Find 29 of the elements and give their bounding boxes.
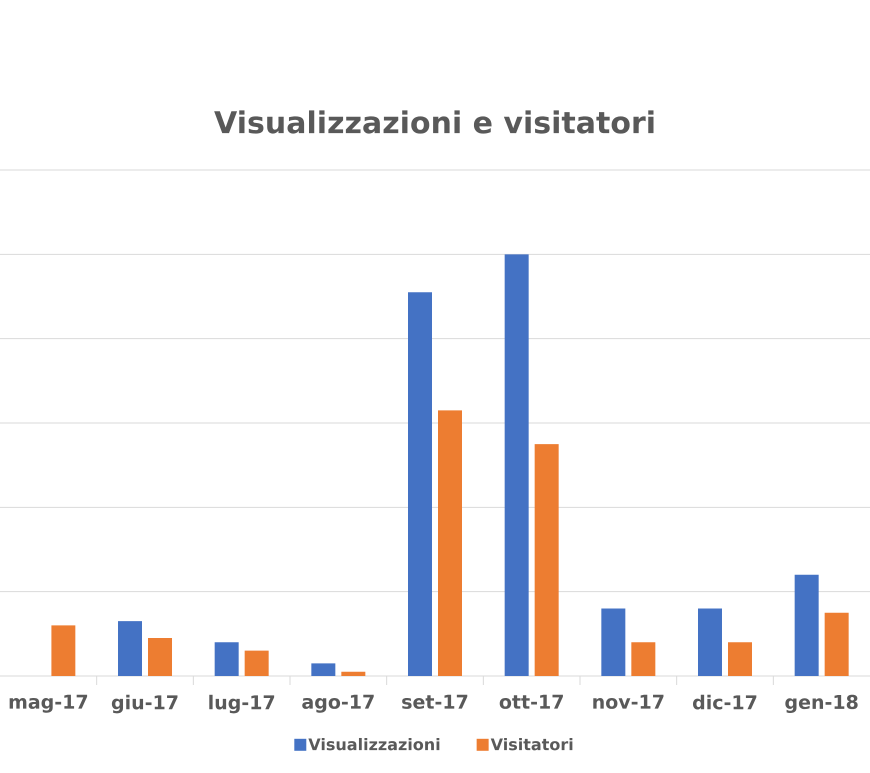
- bar: [698, 608, 722, 676]
- bar: [118, 621, 142, 676]
- x-tick-label: mag-17: [10, 694, 88, 713]
- bar: [824, 612, 849, 676]
- bar: [148, 638, 172, 676]
- legend-label: Visualizzazioni: [308, 738, 440, 750]
- bar: [341, 672, 366, 676]
- x-tick-label: set-17: [402, 694, 468, 709]
- bar: [728, 642, 752, 676]
- bar: [51, 625, 76, 676]
- x-tick-label: dic-17: [692, 694, 756, 710]
- x-tick-label: lug-17: [209, 694, 274, 714]
- bar: [794, 574, 819, 676]
- bar: [408, 292, 432, 676]
- bar: [601, 608, 626, 676]
- x-tick-label: ott-17: [500, 694, 563, 709]
- x-tick-label: nov-17: [593, 694, 664, 709]
- bar: [438, 410, 462, 676]
- chart-title: Visualizzazioni e visitatori: [214, 110, 654, 134]
- bar: [311, 663, 336, 676]
- legend-label: Visitatori: [490, 738, 572, 750]
- bar: [214, 642, 239, 676]
- x-tick-label: giu-17: [112, 694, 178, 714]
- x-tick-label: gen-18: [785, 694, 858, 713]
- bar: [534, 444, 559, 676]
- bar: [244, 650, 269, 676]
- bar: [504, 254, 529, 676]
- bar: [631, 642, 656, 676]
- x-tick-label: ago-17: [302, 694, 374, 713]
